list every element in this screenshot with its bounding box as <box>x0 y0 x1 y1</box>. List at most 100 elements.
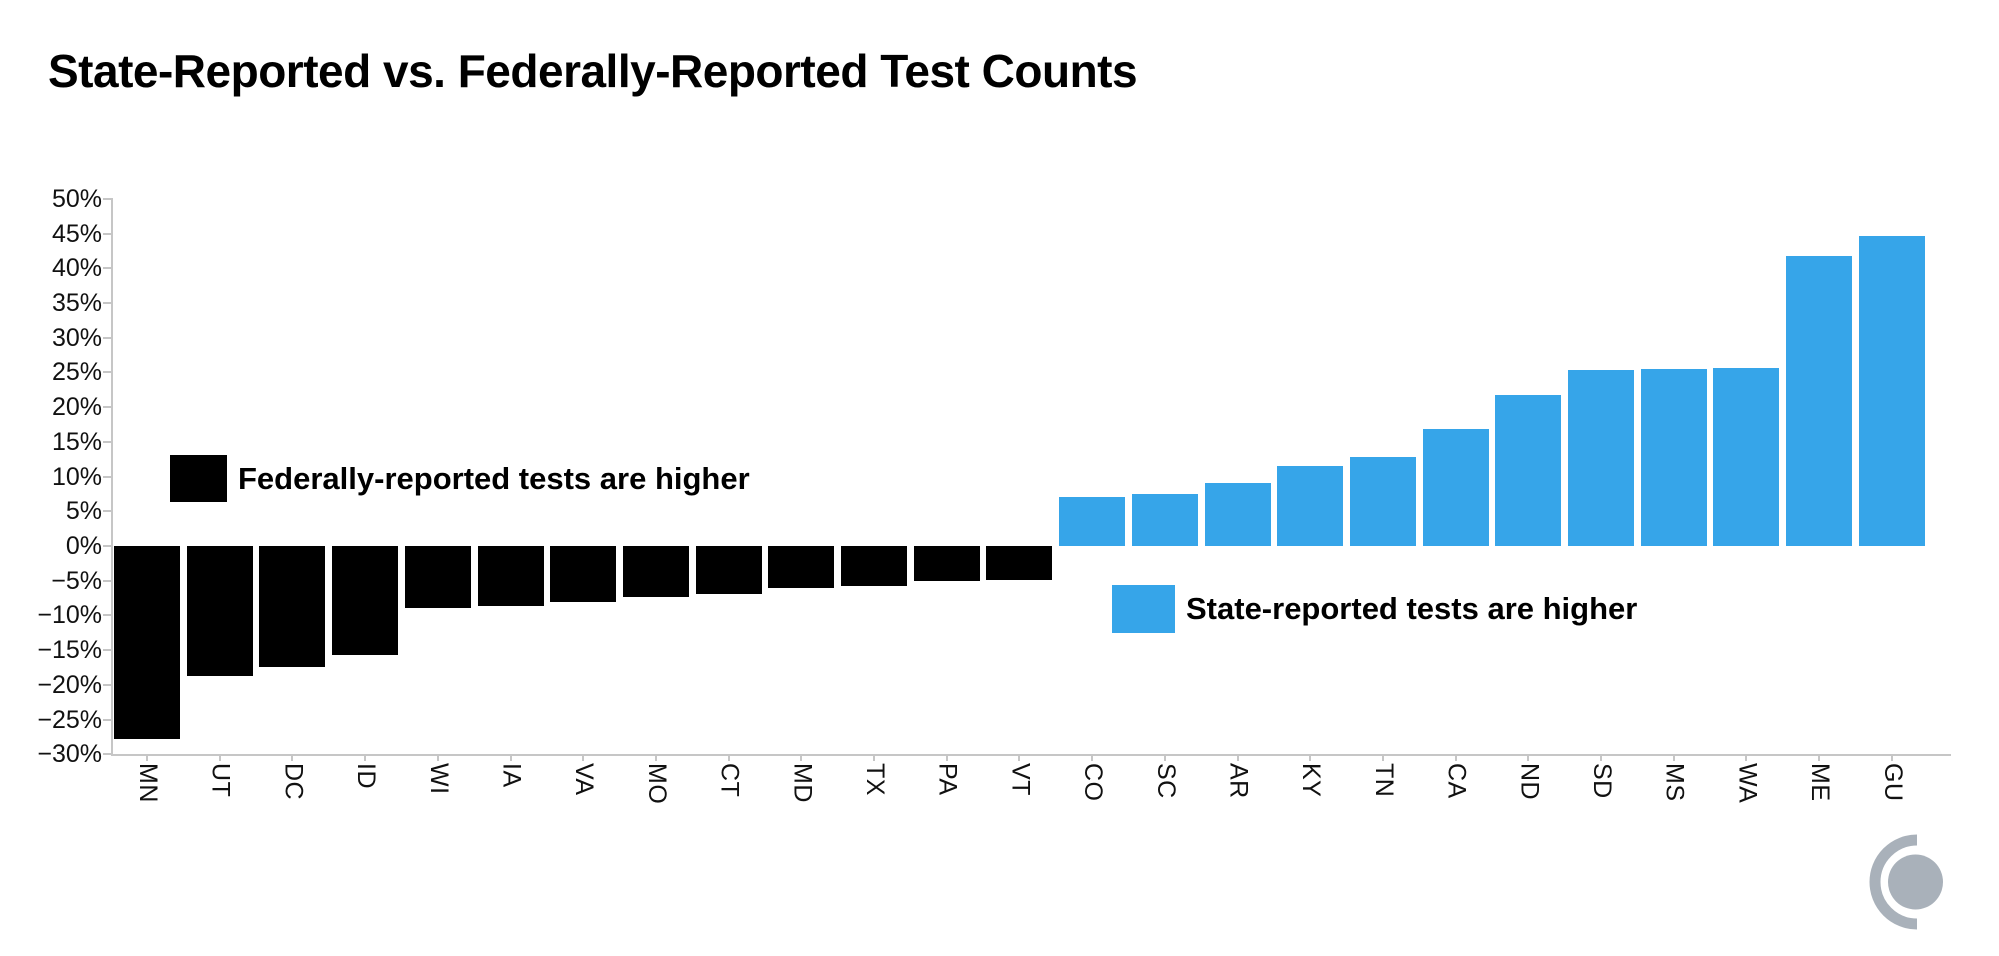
x-tick-label-GU: GU <box>1878 763 1907 802</box>
y-tick-label: 20% <box>51 393 102 422</box>
bar-MS <box>1640 368 1707 546</box>
x-tick-mark <box>146 754 148 761</box>
x-tick-mark <box>654 754 657 761</box>
x-tick-mark <box>1163 754 1166 761</box>
bar-PA <box>913 546 980 581</box>
y-tick-label: 15% <box>51 427 102 456</box>
x-tick-mark <box>1309 754 1312 761</box>
y-tick-label: −5% <box>51 566 102 595</box>
bar-TN <box>1349 457 1416 546</box>
x-tick-mark <box>218 754 221 761</box>
y-tick-label: −25% <box>37 705 102 734</box>
bar-CA <box>1422 429 1489 546</box>
legend-federal-swatch <box>170 455 227 502</box>
bar-MN <box>114 546 180 740</box>
y-tick-mark <box>103 510 111 513</box>
y-tick-mark <box>103 579 111 582</box>
x-tick-mark <box>1890 754 1893 761</box>
y-tick-mark <box>103 267 111 270</box>
bar-ID <box>332 546 399 656</box>
x-tick-label-MD: MD <box>788 763 817 803</box>
x-tick-label-ME: ME <box>1806 763 1835 802</box>
bar-WI <box>404 546 471 609</box>
y-tick-mark <box>103 440 111 443</box>
x-tick-label-TN: TN <box>1369 763 1398 798</box>
x-tick-label-CA: CA <box>1442 763 1471 799</box>
x-tick-label-VA: VA <box>570 763 599 796</box>
x-tick-label-ND: ND <box>1515 763 1544 801</box>
y-axis-line <box>111 198 113 756</box>
y-tick-label: 35% <box>51 288 102 317</box>
x-tick-label-SD: SD <box>1588 763 1616 799</box>
x-tick-mark <box>1600 754 1602 761</box>
y-tick-mark <box>103 475 111 478</box>
x-tick-mark <box>873 754 875 761</box>
x-tick-label-UT: UT <box>206 763 235 798</box>
y-tick-label: 50% <box>51 184 102 213</box>
x-tick-label-WA: WA <box>1733 763 1762 804</box>
x-tick-mark <box>1236 754 1239 761</box>
y-tick-label: 40% <box>51 254 102 283</box>
x-tick-label-WI: WI <box>424 763 453 795</box>
x-tick-label-KY: KY <box>1297 763 1326 798</box>
chart-title: State-Reported vs. Federally-Reported Te… <box>48 45 1138 97</box>
y-tick-label: 10% <box>51 462 102 491</box>
x-tick-label-CO: CO <box>1079 763 1108 802</box>
y-tick-mark <box>103 406 111 409</box>
x-tick-label-TX: TX <box>861 763 889 796</box>
x-tick-mark <box>1745 754 1748 761</box>
x-tick-mark <box>436 754 439 761</box>
y-tick-label: 25% <box>51 358 102 387</box>
crescent-circle-logo <box>1869 834 1943 930</box>
x-tick-mark <box>1818 754 1821 761</box>
y-tick-label: −10% <box>37 601 102 630</box>
bar-WA <box>1713 368 1780 546</box>
y-tick-mark <box>103 649 111 652</box>
x-tick-mark <box>1454 754 1457 761</box>
x-tick-label-ID: ID <box>352 763 381 789</box>
bar-KY <box>1277 466 1344 546</box>
x-tick-label-CT: CT <box>715 763 744 798</box>
bar-IA <box>477 546 544 607</box>
x-tick-label-AR: AR <box>1224 763 1253 799</box>
x-tick-mark <box>1672 754 1675 761</box>
x-tick-label-MO: MO <box>642 763 671 805</box>
legend-federal: Federally-reported tests are higher <box>170 455 750 502</box>
y-tick-mark <box>103 336 111 339</box>
x-tick-mark <box>1018 754 1021 761</box>
bar-VA <box>550 546 617 602</box>
x-tick-mark <box>727 754 730 761</box>
y-tick-mark <box>103 683 111 686</box>
y-tick-label: 45% <box>51 219 102 248</box>
y-tick-label: 0% <box>65 532 102 560</box>
bar-VT <box>986 546 1053 581</box>
bar-AR <box>1204 482 1271 546</box>
legend-state-label: State-reported tests are higher <box>1186 591 1638 626</box>
x-tick-label-IA: IA <box>497 763 526 788</box>
x-tick-mark <box>945 754 948 761</box>
bar-DC <box>259 546 326 667</box>
bar-CO <box>1059 497 1126 546</box>
x-tick-mark <box>1381 754 1384 761</box>
x-tick-label-MS: MS <box>1660 763 1689 802</box>
x-tick-label-SC: SC <box>1151 763 1180 799</box>
bar-TX <box>841 546 907 587</box>
y-tick-mark <box>103 545 111 547</box>
bar-CT <box>695 546 762 594</box>
y-tick-label: −30% <box>37 740 102 769</box>
bar-MD <box>768 546 835 589</box>
y-tick-mark <box>103 301 111 304</box>
x-tick-label-PA: PA <box>933 763 962 796</box>
x-tick-mark <box>1527 754 1530 761</box>
x-tick-mark <box>1091 754 1094 761</box>
x-tick-mark <box>800 754 803 761</box>
x-tick-mark <box>582 754 585 761</box>
bar-SC <box>1131 493 1198 546</box>
bar-ND <box>1495 395 1562 546</box>
bar-MO <box>622 546 689 598</box>
x-tick-mark <box>509 754 512 761</box>
bar-GU <box>1858 236 1925 546</box>
y-tick-mark <box>103 614 111 617</box>
y-tick-label: 30% <box>51 323 102 352</box>
